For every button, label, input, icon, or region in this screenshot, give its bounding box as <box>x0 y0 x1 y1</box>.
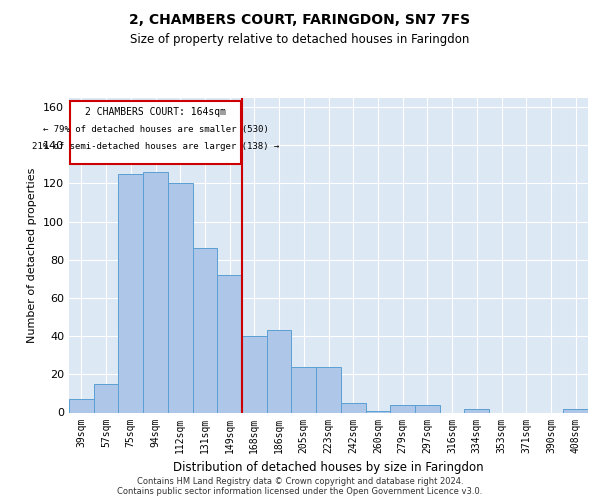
Bar <box>341 403 365 412</box>
Text: Contains public sector information licensed under the Open Government Licence v3: Contains public sector information licen… <box>118 486 482 496</box>
Bar <box>168 184 193 412</box>
Bar <box>316 366 341 412</box>
FancyBboxPatch shape <box>70 102 241 164</box>
Text: Contains HM Land Registry data © Crown copyright and database right 2024.: Contains HM Land Registry data © Crown c… <box>137 476 463 486</box>
Bar <box>464 408 489 412</box>
Text: 2 CHAMBERS COURT: 164sqm: 2 CHAMBERS COURT: 164sqm <box>85 107 226 117</box>
Bar <box>193 248 217 412</box>
X-axis label: Distribution of detached houses by size in Faringdon: Distribution of detached houses by size … <box>173 461 484 474</box>
Bar <box>242 336 267 412</box>
Text: 21% of semi-detached houses are larger (138) →: 21% of semi-detached houses are larger (… <box>32 142 279 150</box>
Y-axis label: Number of detached properties: Number of detached properties <box>28 168 37 342</box>
Bar <box>267 330 292 412</box>
Bar <box>365 410 390 412</box>
Bar <box>292 366 316 412</box>
Bar <box>94 384 118 412</box>
Bar <box>69 399 94 412</box>
Text: 2, CHAMBERS COURT, FARINGDON, SN7 7FS: 2, CHAMBERS COURT, FARINGDON, SN7 7FS <box>130 12 470 26</box>
Bar <box>390 405 415 412</box>
Bar <box>563 408 588 412</box>
Bar <box>217 275 242 412</box>
Text: Size of property relative to detached houses in Faringdon: Size of property relative to detached ho… <box>130 32 470 46</box>
Text: ← 79% of detached houses are smaller (530): ← 79% of detached houses are smaller (53… <box>43 124 268 134</box>
Bar <box>118 174 143 412</box>
Bar <box>143 172 168 412</box>
Bar <box>415 405 440 412</box>
